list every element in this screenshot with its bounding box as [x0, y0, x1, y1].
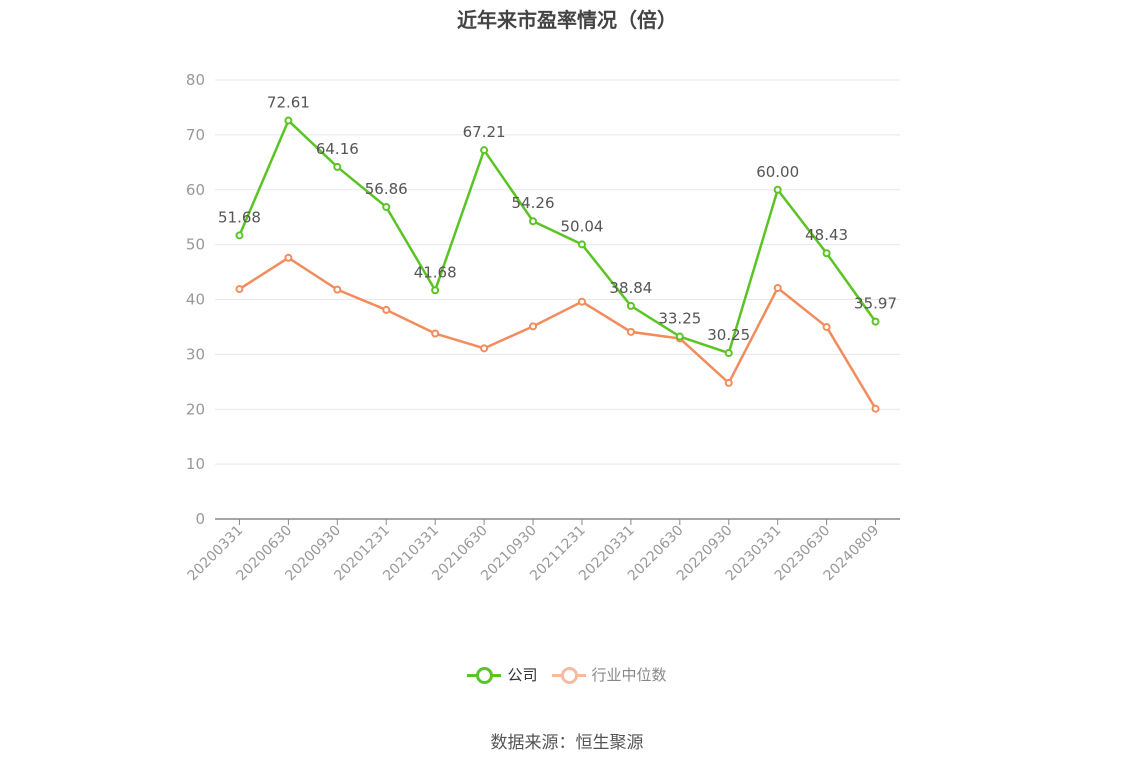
series: [235, 116, 880, 413]
point-industry-median: [529, 322, 538, 331]
y-tick-label: 40: [186, 291, 205, 309]
axes: 0102030405060708020200331202006302020093…: [185, 71, 900, 584]
data-label-company: 64.16: [316, 140, 359, 158]
point-company: [284, 116, 293, 125]
point-industry-median: [577, 297, 586, 306]
point-industry-median: [235, 285, 244, 294]
point-industry-median: [822, 322, 831, 331]
legend-swatch-industry-median: [551, 666, 586, 684]
point-company: [235, 231, 244, 240]
point-industry-median: [284, 253, 293, 262]
point-industry-median: [480, 344, 489, 353]
grid-lines: [215, 79, 900, 465]
y-tick-label: 0: [195, 510, 205, 528]
point-company: [382, 202, 391, 211]
legend-label-company: 公司: [507, 666, 538, 684]
data-label-company: 41.68: [414, 263, 457, 281]
data-labels: 51.68 72.61 64.16 56.86 41.68 67.21 54.26 50.04…: [218, 94, 897, 344]
chart-title: 近年来市盈率情况（倍）: [457, 8, 677, 32]
data-label-company: 51.68: [218, 208, 261, 226]
point-company: [480, 146, 489, 155]
data-label-company: 33.25: [658, 310, 701, 328]
y-tick-label: 30: [186, 345, 205, 363]
data-label-company: 54.26: [512, 194, 555, 212]
series-line-company: [238, 119, 877, 355]
point-company: [871, 317, 880, 326]
point-industry-median: [431, 329, 440, 338]
legend-item-industry-median[interactable]: 行业中位数: [551, 664, 667, 685]
data-label-company: 67.21: [463, 123, 506, 141]
point-industry-median: [773, 283, 782, 292]
point-company: [773, 185, 782, 194]
legend: 公司 行业中位数: [0, 664, 1134, 685]
point-company: [577, 240, 586, 249]
data-label-company: 56.86: [365, 180, 408, 198]
point-company: [333, 162, 342, 171]
point-company: [724, 349, 733, 358]
series-line-industry-median: [238, 256, 877, 410]
point-industry-median: [724, 378, 733, 387]
point-company: [626, 301, 635, 310]
legend-item-company[interactable]: 公司: [467, 664, 538, 685]
point-company: [529, 217, 538, 226]
point-industry-median: [871, 404, 880, 413]
legend-swatch-company: [467, 666, 502, 684]
y-tick-label: 80: [186, 71, 205, 89]
data-label-company: 50.04: [560, 217, 603, 235]
data-label-company: 72.61: [267, 94, 310, 112]
data-label-company: 48.43: [805, 226, 848, 244]
y-tick-label: 70: [186, 126, 205, 144]
data-label-company: 38.84: [609, 279, 652, 297]
data-source: 数据来源：恒生聚源: [490, 733, 644, 753]
y-tick-label: 10: [186, 455, 205, 473]
data-label-company: 30.25: [707, 326, 750, 344]
y-tick-label: 50: [186, 236, 205, 254]
y-tick-label: 20: [186, 400, 205, 418]
y-tick-label: 60: [186, 181, 205, 199]
point-industry-median: [626, 327, 635, 336]
legend-label-industry-median: 行业中位数: [591, 666, 667, 684]
data-label-company: 60.00: [756, 163, 799, 181]
point-company: [822, 249, 831, 258]
point-industry-median: [382, 305, 391, 314]
point-company: [431, 286, 440, 295]
data-label-company: 35.97: [854, 295, 897, 313]
point-industry-median: [333, 285, 342, 294]
point-company: [675, 332, 684, 341]
